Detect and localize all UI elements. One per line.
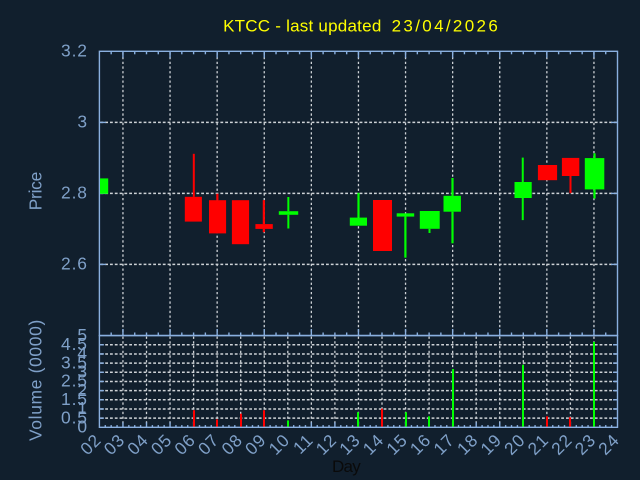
svg-text:3.2: 3.2 xyxy=(61,41,88,61)
svg-text:Day: Day xyxy=(332,457,361,476)
svg-text:1: 1 xyxy=(77,398,88,418)
svg-text:4: 4 xyxy=(77,343,88,363)
svg-text:4.5: 4.5 xyxy=(61,334,88,354)
svg-text:Price: Price xyxy=(26,171,46,211)
svg-text:2.5: 2.5 xyxy=(61,371,88,391)
svg-text:3.5: 3.5 xyxy=(61,352,88,372)
svg-text:3: 3 xyxy=(77,112,88,132)
svg-text:KTCC - last updated: KTCC - last updated xyxy=(223,16,381,35)
svg-text:1.5: 1.5 xyxy=(61,389,88,409)
svg-text:Volume (0000): Volume (0000) xyxy=(26,319,46,441)
svg-text:0.5: 0.5 xyxy=(61,407,88,427)
svg-text:3: 3 xyxy=(77,361,88,381)
svg-text:5: 5 xyxy=(77,325,88,345)
svg-text:0: 0 xyxy=(77,417,88,437)
svg-text:2: 2 xyxy=(77,380,88,400)
svg-text:2.8: 2.8 xyxy=(61,183,88,203)
svg-text:2.6: 2.6 xyxy=(61,254,88,274)
